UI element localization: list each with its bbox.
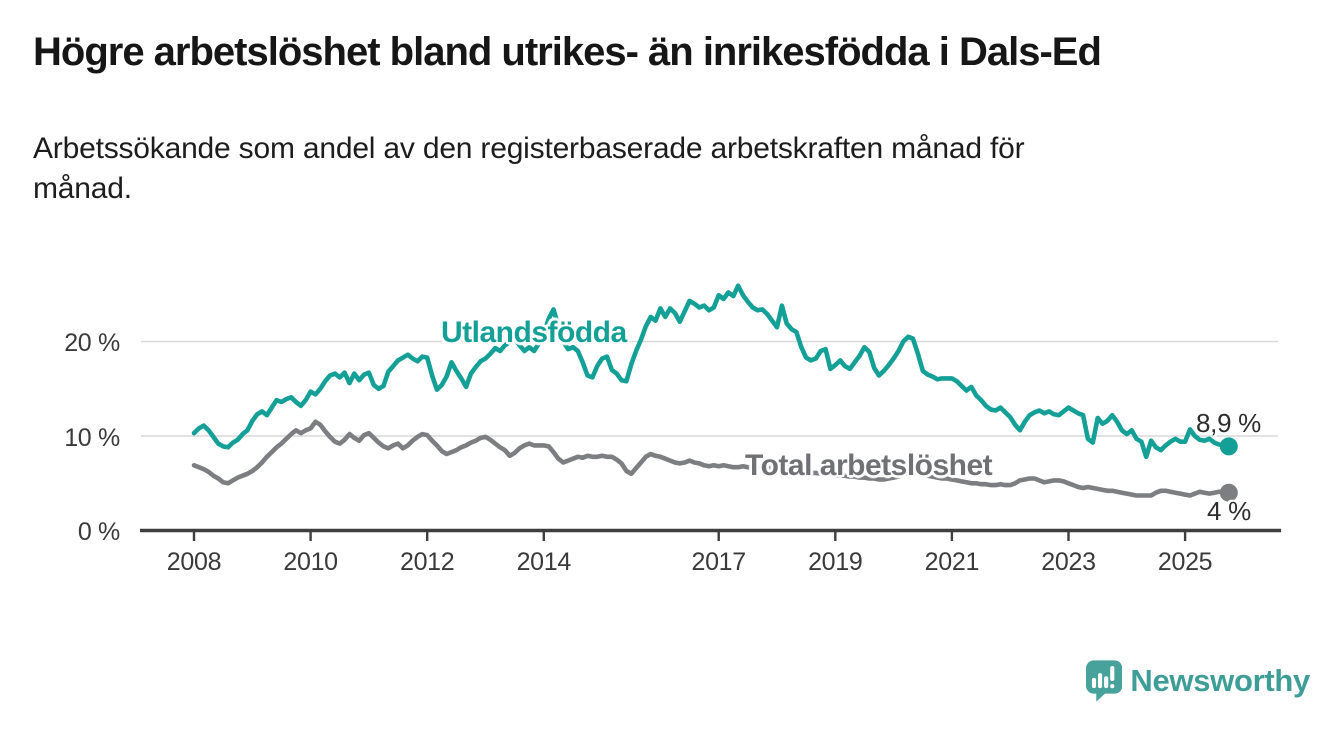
- chart-subtitle: Arbetssökande som andel av den registerb…: [33, 129, 1253, 209]
- x-axis-label-2017: 2017: [691, 548, 746, 576]
- line-total-arbetsloshet: [191, 419, 1232, 498]
- x-axis-ticks: [192, 532, 1187, 541]
- subtitle-line-1: Arbetssökande som andel av den registerb…: [33, 132, 1025, 165]
- x-axis-label-2021: 2021: [924, 548, 980, 576]
- end-value-label-total: 4 %: [1207, 496, 1251, 526]
- page-title: Högre arbetslöshet bland utrikes- än inr…: [33, 30, 1102, 74]
- x-axis-label-2023: 2023: [1041, 548, 1096, 576]
- x-axis-label-2025: 2025: [1157, 548, 1213, 576]
- y-axis-label-10: 10 %: [64, 424, 120, 452]
- x-axis-label-2012: 2012: [399, 548, 455, 576]
- series-label-total-arbetsloshet: Total arbetslöshet: [745, 449, 993, 482]
- newsworthy-logo-icon: [1086, 660, 1123, 702]
- newsworthy-logo[interactable]: Newsworthy: [1086, 655, 1310, 711]
- line-utlandsfodda: [191, 283, 1232, 460]
- x-axis-label-2014: 2014: [516, 548, 572, 576]
- end-dot-total: [1219, 483, 1238, 502]
- series-label-utlandsfodda: Utlandsfödda: [441, 316, 627, 349]
- end-dot-utlandsfodda: [1219, 437, 1238, 456]
- x-axis-label-2008: 2008: [166, 548, 222, 576]
- subtitle-line-2: månad.: [33, 172, 132, 205]
- y-axis-label-0: 0 %: [77, 518, 120, 546]
- end-value-label-utlandsfodda: 8,9 %: [1196, 408, 1261, 438]
- x-axis-label-2019: 2019: [808, 548, 863, 576]
- newsworthy-logo-text: Newsworthy: [1130, 663, 1310, 698]
- y-axis-label-20: 20 %: [64, 329, 120, 357]
- x-axis-label-2010: 2010: [283, 548, 338, 576]
